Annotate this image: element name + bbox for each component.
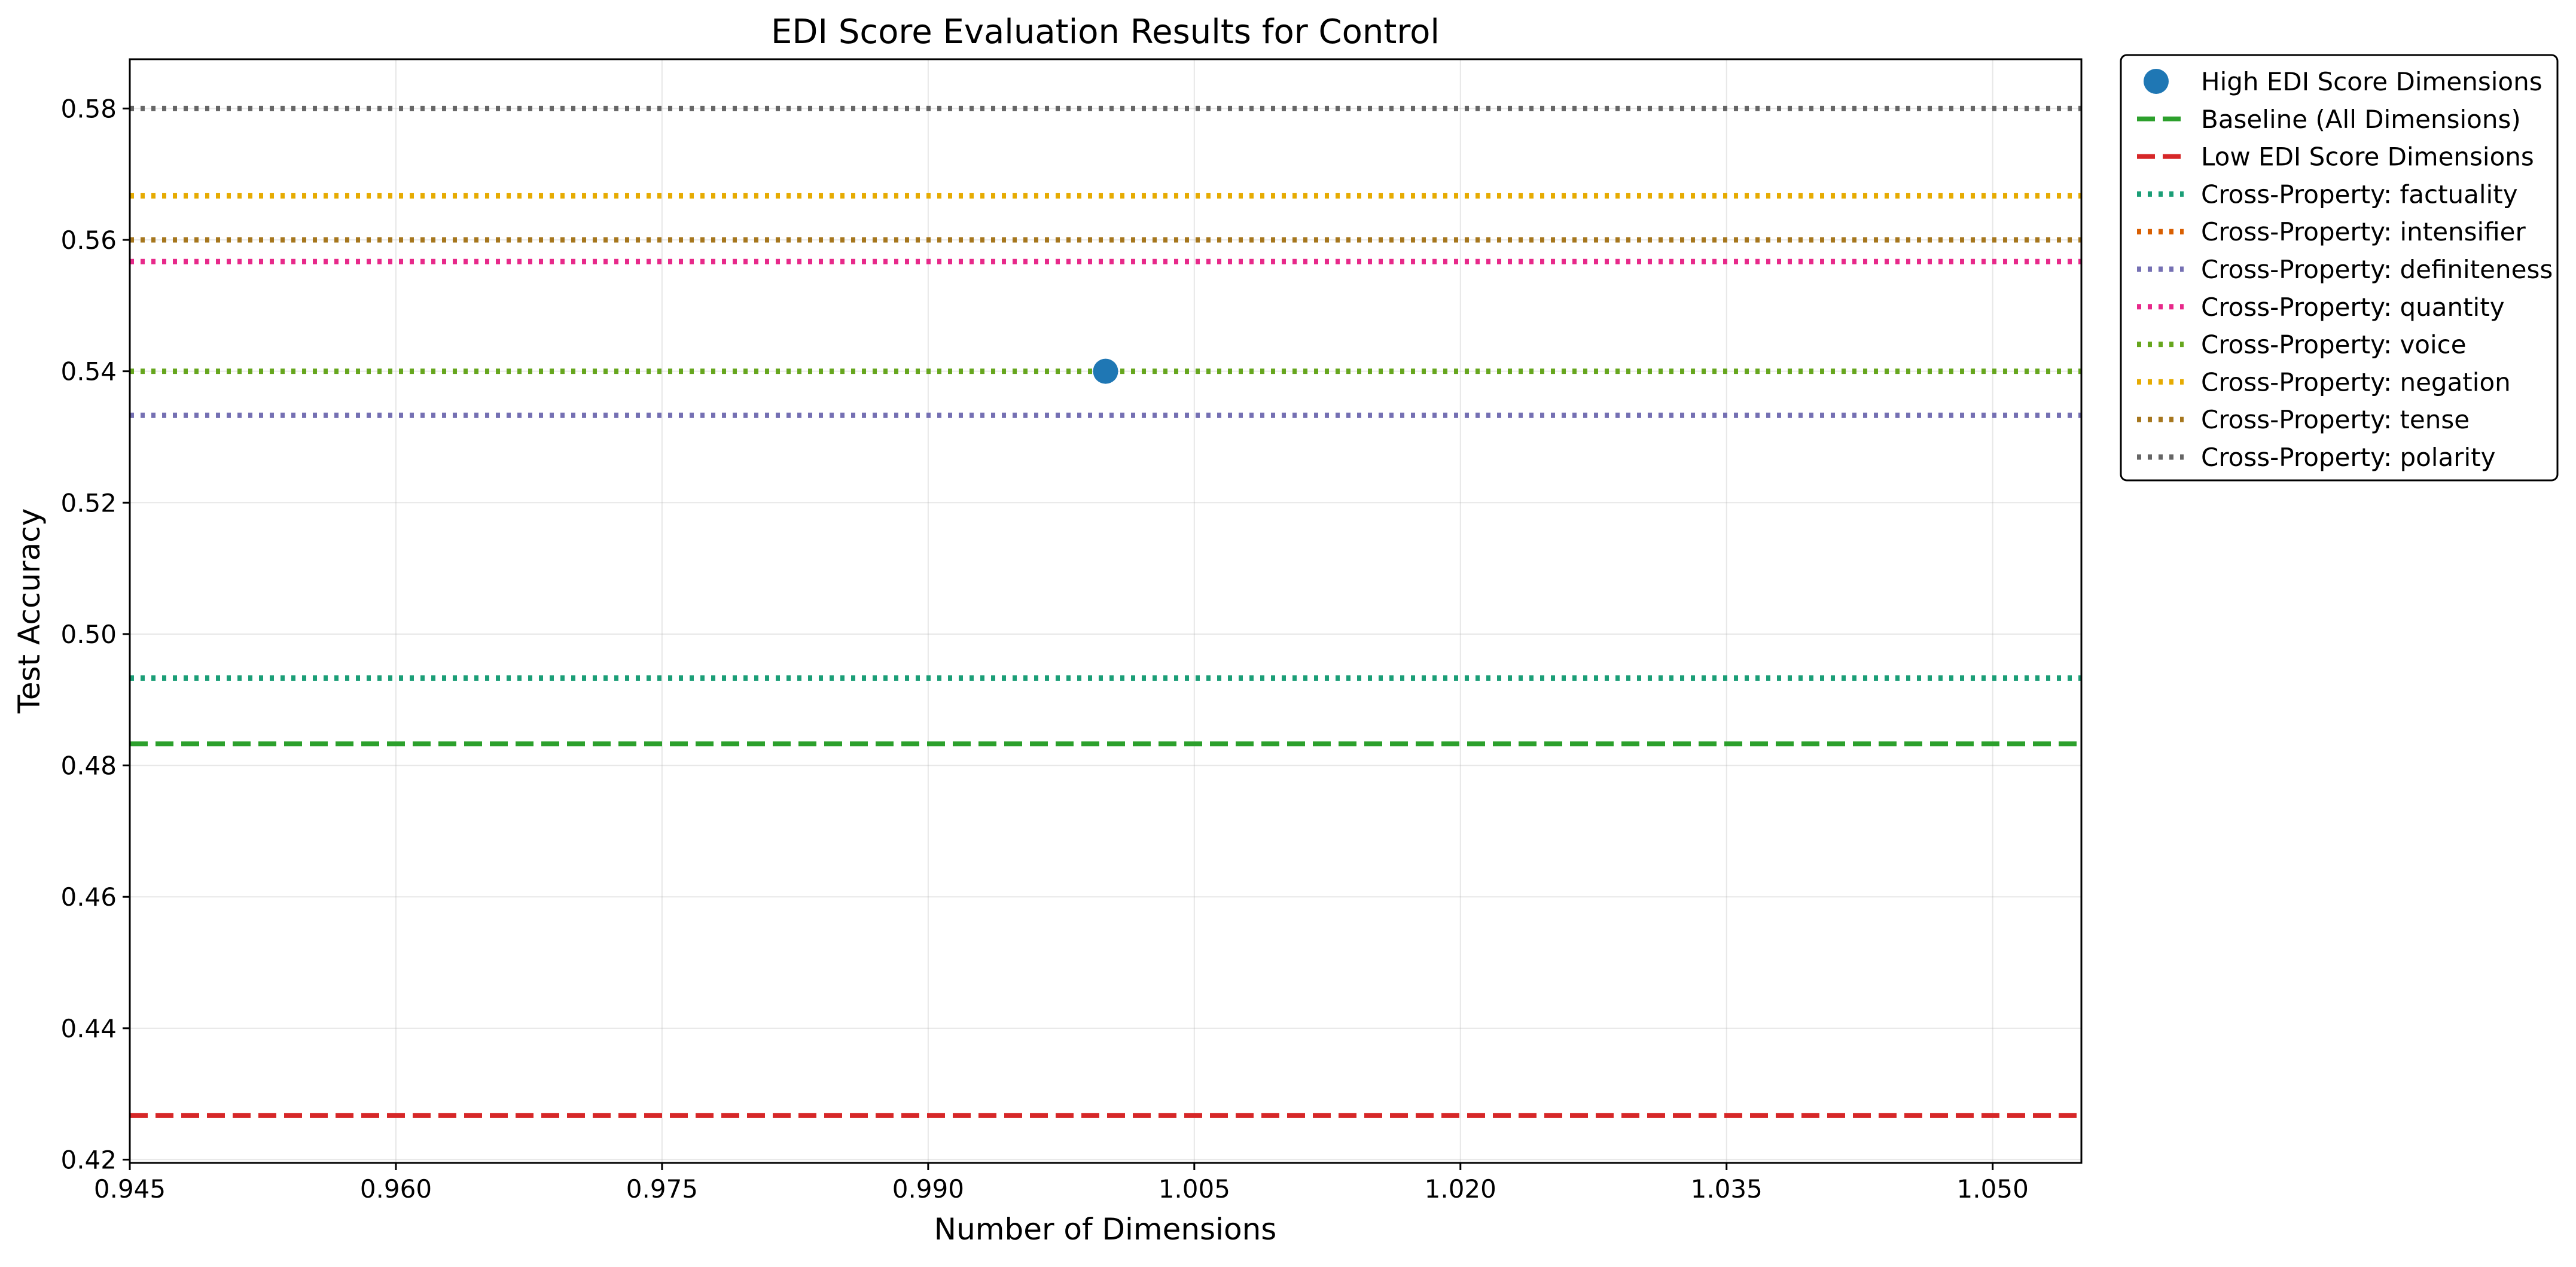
x-tick-label: 1.005: [1159, 1174, 1230, 1204]
y-tick-label: 0.50: [60, 620, 117, 649]
x-tick-label: 0.990: [892, 1174, 964, 1204]
legend-label: Baseline (All Dimensions): [2201, 105, 2521, 134]
y-tick-label: 0.44: [60, 1014, 117, 1043]
legend-label: High EDI Score Dimensions: [2201, 67, 2543, 96]
x-tick-label: 1.035: [1691, 1174, 1763, 1204]
legend-marker: [2144, 69, 2169, 94]
legend-label: Cross-Property: definiteness: [2201, 255, 2553, 284]
legend-label: Cross-Property: quantity: [2201, 293, 2505, 322]
legend-label: Cross-Property: intensifier: [2201, 217, 2526, 246]
legend-label: Cross-Property: voice: [2201, 330, 2467, 360]
plot-area-frame: [129, 58, 2083, 1164]
legend-box: [2120, 54, 2559, 482]
y-tick-label: 0.54: [60, 357, 117, 386]
x-tick-label: 0.960: [360, 1174, 432, 1204]
y-tick-label: 0.56: [60, 226, 117, 255]
legend-label: Cross-Property: negation: [2201, 367, 2511, 397]
y-tick-label: 0.42: [60, 1146, 117, 1175]
tick-layer: 0.945 0.960 0.975 0.990 1.005 1.020 1.035 1.050…: [60, 94, 2028, 1204]
legend-label: Cross-Property: factuality: [2201, 179, 2518, 209]
series-layer: [130, 105, 2081, 1118]
legend-items: High EDI Score Dimensions Baseline (All D…: [2137, 67, 2553, 472]
x-tick-label: 1.050: [1957, 1174, 2029, 1204]
y-tick-label: 0.58: [60, 94, 117, 123]
chart-title: EDI Score Evaluation Results for Control: [771, 13, 1440, 51]
x-tick-label: 1.020: [1425, 1174, 1496, 1204]
grid-layer: [129, 59, 2081, 1163]
legend: High EDI Score Dimensions Baseline (All D…: [2120, 54, 2559, 482]
y-tick-label: 0.46: [60, 882, 117, 912]
x-tick-label: 0.975: [626, 1174, 698, 1204]
legend-label: Low EDI Score Dimensions: [2201, 142, 2534, 172]
x-tick-label: 0.945: [94, 1174, 166, 1204]
x-axis-label: Number of Dimensions: [934, 1212, 1277, 1247]
y-axis-label: Test Accuracy: [12, 508, 47, 714]
legend-label: Cross-Property: polarity: [2201, 443, 2495, 472]
scatter-point: [1093, 358, 1118, 384]
y-tick-label: 0.48: [60, 751, 117, 781]
legend-label: Cross-Property: tense: [2201, 405, 2470, 434]
y-tick-label: 0.52: [60, 488, 117, 517]
